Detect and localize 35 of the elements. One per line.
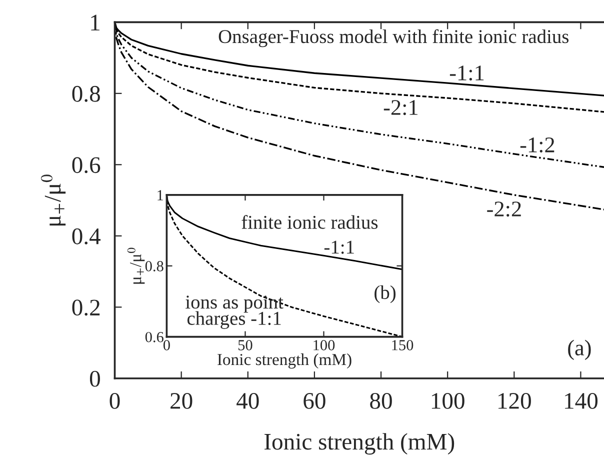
- x-tick-label: 100: [432, 392, 464, 409]
- y-tick-label: 0.8: [72, 86, 100, 102]
- y-tick-label: 0.6: [145, 332, 164, 342]
- y-tick-label: 0.2: [72, 300, 100, 316]
- y-tick-label: 1: [91, 14, 100, 30]
- annotation: -2:1: [384, 100, 418, 116]
- y-tick-label: 0.6: [72, 157, 100, 174]
- y-tick-label: 1: [158, 190, 164, 200]
- x-tick-label: 100: [314, 340, 335, 350]
- annotation: -1:1: [450, 66, 484, 81]
- annotation: (a): [568, 340, 591, 360]
- x-tick-label: 50: [238, 340, 252, 350]
- y-tick-label: 0.8: [145, 261, 164, 272]
- annotation: -1:1: [324, 240, 354, 254]
- annotation: finite ionic radius: [242, 215, 378, 229]
- x-tick-label: 140: [565, 392, 598, 409]
- y-tick-label: 0.4: [72, 228, 100, 244]
- annotation: Onsager-Fuoss model with finite ionic radius: [218, 29, 569, 48]
- x-tick-label: 0: [110, 392, 120, 409]
- x-tick-label: 150: [392, 340, 414, 350]
- x-axis-title: Ionic strength (mM): [264, 433, 454, 455]
- y-axis-title: μ$_{+}$/μ$^{0}$: [41, 174, 66, 226]
- x-tick-label: 80: [370, 392, 392, 409]
- y-axis-title: μ$_{+}$/μ$^{0}$: [127, 248, 145, 284]
- annotation: -1:2: [520, 137, 554, 153]
- x-axis-title: Ionic strength (mM): [218, 353, 352, 369]
- annotation: -2:2: [487, 202, 521, 217]
- x-tick-label: 40: [236, 392, 259, 409]
- annotation: (b): [374, 285, 396, 304]
- x-tick-label: 60: [304, 392, 326, 409]
- x-tick-label: 120: [498, 392, 531, 409]
- annotation: ions as point charges -1:1: [186, 296, 284, 329]
- x-tick-label: 0: [163, 340, 170, 350]
- y-tick-label: 0: [90, 370, 100, 387]
- x-tick-label: 20: [170, 392, 192, 409]
